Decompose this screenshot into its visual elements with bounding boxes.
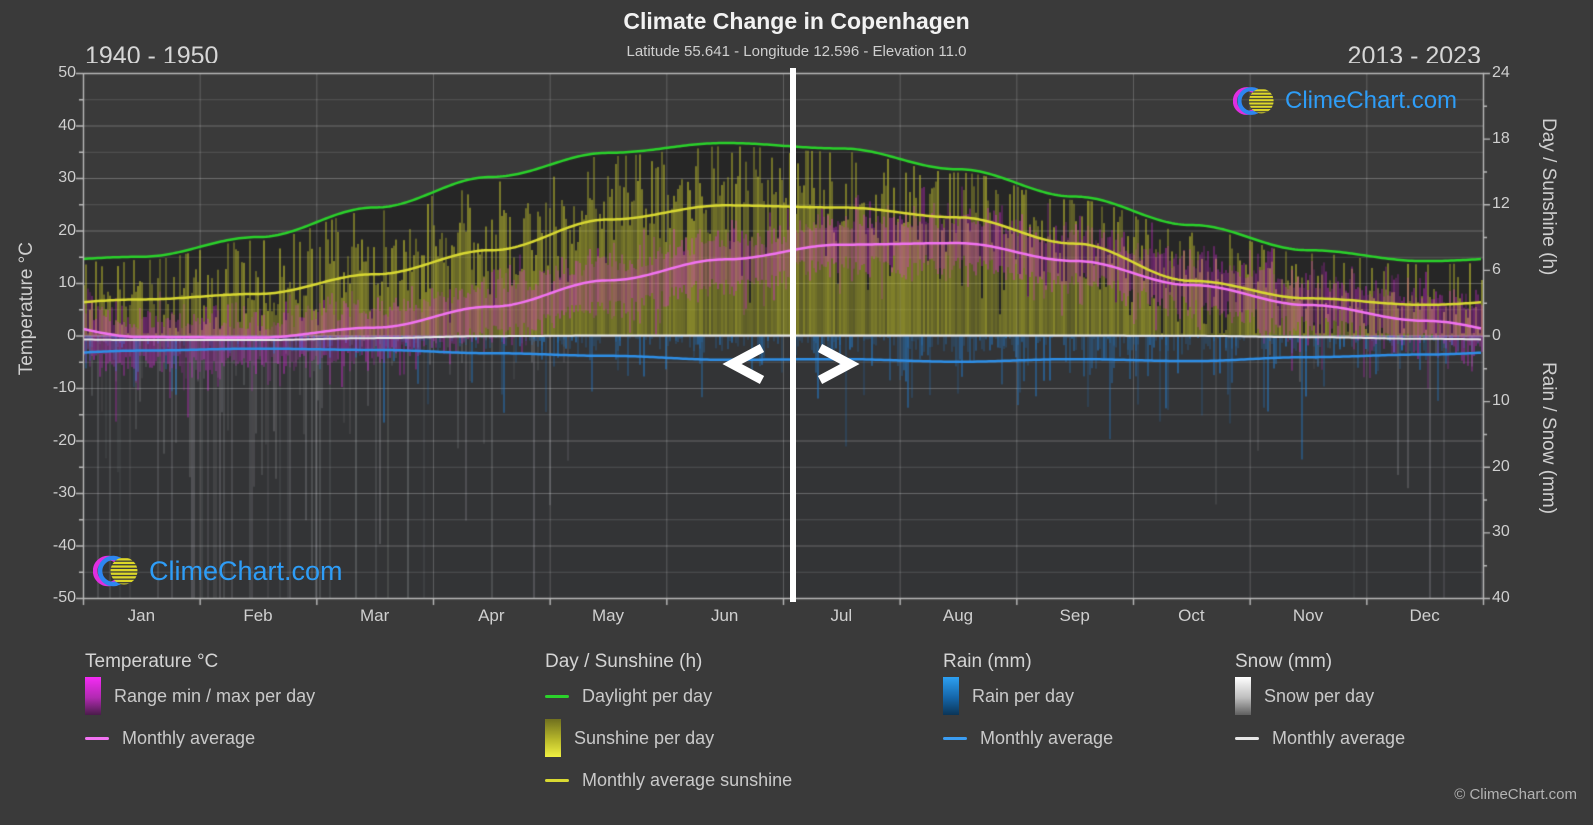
month-label-jul: Jul <box>830 606 853 625</box>
legend-swatch <box>85 736 109 740</box>
month-label-oct: Oct <box>1178 606 1205 625</box>
divider-arrow-right-icon[interactable] <box>816 344 860 384</box>
month-label-feb: Feb <box>243 606 273 625</box>
temp-tick-30: 30 <box>58 169 76 186</box>
temp-tick-0: 0 <box>67 326 76 344</box>
legend-item: Monthly average <box>85 718 315 758</box>
legend-item-label: Sunshine per day <box>574 727 715 748</box>
temp-tick-10: 10 <box>58 274 76 291</box>
legend-title: Snow (mm) <box>1235 651 1333 672</box>
legend-column-3: Snow (mm) Snow per day Monthly average <box>1235 650 1405 758</box>
legend-swatch <box>1235 736 1259 740</box>
era-divider-handle[interactable] <box>790 68 796 602</box>
legend-item: Sunshine per day <box>545 718 792 758</box>
legend-item-label: Snow per day <box>1264 685 1375 706</box>
legend-swatch <box>943 677 959 715</box>
month-label-mar: Mar <box>360 606 390 625</box>
precip-tick-40: 40 <box>1492 589 1510 606</box>
legend-item-label: Rain per day <box>972 685 1075 706</box>
temp-tick-20: 20 <box>58 221 76 239</box>
legend-swatch <box>85 677 101 715</box>
precip-tick-30: 30 <box>1492 523 1510 541</box>
legend-item: Monthly average <box>943 718 1113 758</box>
copyright-text: © ClimeChart.com <box>1454 786 1577 803</box>
temp-tick--40: -40 <box>52 536 76 554</box>
y-axis-title-rain-snow: Rain / Snow (mm) <box>1538 362 1559 515</box>
month-label-dec: Dec <box>1409 606 1440 625</box>
month-label-jun: Jun <box>710 606 739 625</box>
legend-title: Rain (mm) <box>943 651 1032 672</box>
legend-column-2: Rain (mm) Rain per day Monthly average <box>943 650 1113 758</box>
legend-column-1: Day / Sunshine (h) Daylight per day Sunshi… <box>545 650 792 800</box>
legend-column-0: Temperature °C Range min / max per day Mon… <box>85 650 315 758</box>
day-tick-18: 18 <box>1492 129 1510 147</box>
legend-item: Range min / max per day <box>85 676 315 716</box>
legend-item-label: Range min / max per day <box>114 685 316 706</box>
legend-item: Daylight per day <box>545 676 792 716</box>
legend-swatch <box>545 778 569 782</box>
climechart-logo-text: ClimeChart.com <box>1285 87 1458 114</box>
temp-tick--30: -30 <box>52 484 76 501</box>
y-axis-title-temperature: Temperature °C <box>16 242 37 376</box>
legend-swatch <box>545 719 561 757</box>
precip-tick-20: 20 <box>1492 457 1510 475</box>
legend-item: Monthly average <box>1235 718 1405 758</box>
temp-tick--10: -10 <box>52 379 76 396</box>
temp-tick-40: 40 <box>58 116 76 134</box>
chart-plot-canvas <box>63 63 1503 613</box>
temp-tick--50: -50 <box>52 589 76 606</box>
legend-swatch <box>943 736 967 740</box>
month-label-may: May <box>591 606 625 625</box>
temp-tick-50: 50 <box>58 64 76 81</box>
day-tick-12: 12 <box>1492 195 1510 213</box>
legend-item-label: Monthly average <box>980 727 1114 748</box>
climechart-logo-icon <box>1233 87 1274 115</box>
legend-swatch <box>545 694 569 698</box>
month-label-sep: Sep <box>1059 606 1090 625</box>
day-tick-6: 6 <box>1492 260 1501 278</box>
legend-swatch <box>1235 677 1251 715</box>
day-tick-0: 0 <box>1492 326 1501 344</box>
legend-item-label: Daylight per day <box>582 685 713 706</box>
temp-tick--20: -20 <box>52 431 76 449</box>
legend-item-label: Monthly average sunshine <box>582 769 793 790</box>
climechart-logo-text: ClimeChart.com <box>149 555 343 586</box>
page-title: Climate Change in Copenhagen <box>623 8 970 34</box>
day-tick-24: 24 <box>1492 64 1510 81</box>
y-axis-title-day-sunshine: Day / Sunshine (h) <box>1538 118 1559 276</box>
climechart-logo-icon <box>93 555 138 587</box>
legend-item: Snow per day <box>1235 676 1405 716</box>
legend-title: Temperature °C <box>85 651 219 672</box>
climechart-logo-bottom[interactable]: ClimeChart.com <box>93 551 343 591</box>
climechart-logo-top[interactable]: ClimeChart.com <box>1233 82 1457 120</box>
month-label-aug: Aug <box>942 606 974 625</box>
precip-tick-10: 10 <box>1492 392 1510 410</box>
month-label-jan: Jan <box>127 606 156 625</box>
legend-item: Rain per day <box>943 676 1113 716</box>
chart-subtitle-coordinates: Latitude 55.641 - Longitude 12.596 - Ele… <box>626 43 967 60</box>
legend-item: Monthly average sunshine <box>545 760 792 800</box>
legend-item-label: Monthly average <box>122 727 256 748</box>
month-label-apr: Apr <box>478 606 505 625</box>
legend-title: Day / Sunshine (h) <box>545 651 703 672</box>
divider-arrow-left-icon[interactable] <box>722 344 766 384</box>
legend-item-label: Monthly average <box>1272 727 1406 748</box>
month-label-nov: Nov <box>1292 606 1324 625</box>
